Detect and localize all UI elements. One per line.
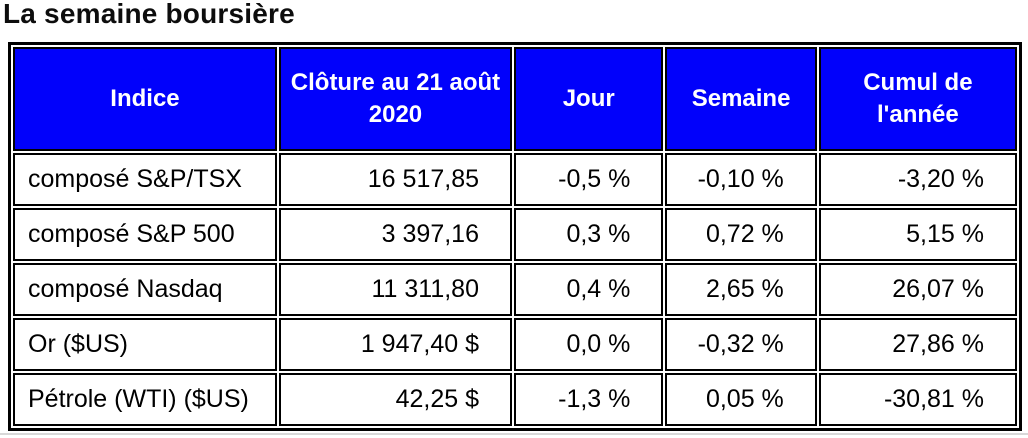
header-cell-indice: Indice <box>13 47 277 151</box>
cell-indice: composé S&P 500 <box>13 208 277 261</box>
table-row: Or ($US) 1 947,40 $ 0,0 % -0,32 % 27,86 … <box>13 318 1017 371</box>
cell-semaine: -0,10 % <box>665 153 817 206</box>
header-cell-semaine: Semaine <box>665 47 817 151</box>
table-row: composé S&P/TSX 16 517,85 -0,5 % -0,10 %… <box>13 153 1017 206</box>
cell-cloture: 16 517,85 <box>278 153 512 206</box>
table-row: composé S&P 500 3 397,16 0,3 % 0,72 % 5,… <box>13 208 1017 261</box>
cell-indice: composé S&P/TSX <box>13 153 277 206</box>
bottom-divider <box>0 433 1028 435</box>
cell-cloture: 3 397,16 <box>278 208 512 261</box>
cell-indice: composé Nasdaq <box>13 263 277 316</box>
cell-jour: -1,3 % <box>514 373 664 426</box>
cell-jour: -0,5 % <box>514 153 664 206</box>
cell-cumul: 26,07 % <box>818 263 1017 316</box>
cell-semaine: 0,72 % <box>665 208 817 261</box>
cell-cloture: 11 311,80 <box>278 263 512 316</box>
header-cell-cumul: Cumul de l'année <box>818 47 1017 151</box>
cell-indice: Or ($US) <box>13 318 277 371</box>
cell-jour: 0,0 % <box>514 318 664 371</box>
cell-semaine: -0,32 % <box>665 318 817 371</box>
header-cell-jour: Jour <box>514 47 664 151</box>
cell-cumul: 5,15 % <box>818 208 1017 261</box>
cell-cumul: -30,81 % <box>818 373 1017 426</box>
cell-cumul: 27,86 % <box>818 318 1017 371</box>
cell-semaine: 0,05 % <box>665 373 817 426</box>
cell-jour: 0,4 % <box>514 263 664 316</box>
header-cell-cloture: Clôture au 21 août 2020 <box>278 47 512 151</box>
cell-cloture: 42,25 $ <box>278 373 512 426</box>
header-row: Indice Clôture au 21 août 2020 Jour Sema… <box>13 47 1017 151</box>
market-table: Indice Clôture au 21 août 2020 Jour Sema… <box>8 42 1022 431</box>
cell-jour: 0,3 % <box>514 208 664 261</box>
table-row: Pétrole (WTI) ($US) 42,25 $ -1,3 % 0,05 … <box>13 373 1017 426</box>
cell-cumul: -3,20 % <box>818 153 1017 206</box>
cell-semaine: 2,65 % <box>665 263 817 316</box>
page-title: La semaine boursière <box>3 0 295 29</box>
table-row: composé Nasdaq 11 311,80 0,4 % 2,65 % 26… <box>13 263 1017 316</box>
cell-indice: Pétrole (WTI) ($US) <box>13 373 277 426</box>
cell-cloture: 1 947,40 $ <box>278 318 512 371</box>
